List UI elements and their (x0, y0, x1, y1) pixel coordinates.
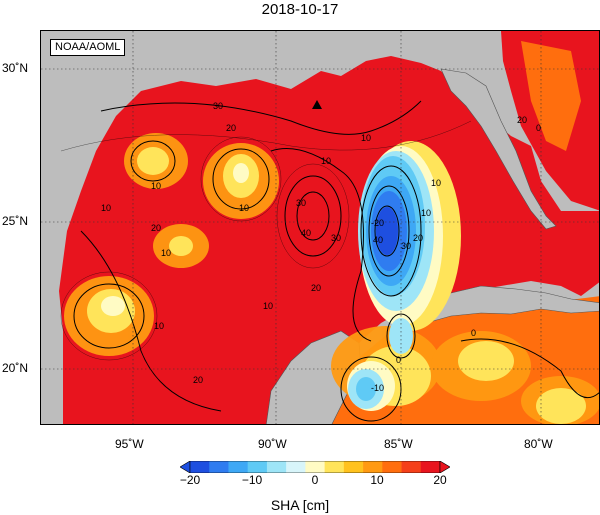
colorbar-cell (305, 461, 325, 473)
colorbar-cell (324, 461, 345, 473)
contour-label: 10 (239, 203, 249, 213)
colorbar-tick: −10 (241, 473, 263, 487)
colorbar-tick: 0 (311, 473, 319, 487)
contour-label: 20 (311, 283, 321, 293)
contour-label: 10 (431, 178, 441, 188)
sha-darkblue-layer (376, 207, 398, 255)
colorbar-cell (420, 461, 441, 473)
colorbar (180, 461, 450, 473)
buoy-marker-icon (312, 100, 322, 109)
contour-label: 10 (321, 156, 331, 166)
colorbar-left-arrow (180, 461, 191, 473)
colorbar-cell (343, 461, 364, 473)
contour-label: 30 (213, 101, 223, 111)
contour-label: 0 (536, 123, 541, 133)
sha-map: 20 30 10 10 10 10 20 30 40 10 20 30 40 1… (41, 31, 599, 424)
gulf-water (59, 56, 599, 424)
contour-label: -20 (371, 218, 384, 228)
colorbar-cell (286, 461, 306, 473)
lon-tick-label: 80˚W (524, 437, 553, 451)
contour-label: 10 (151, 181, 161, 191)
colorbar-tick: −20 (179, 473, 201, 487)
contour-label: 20 (413, 233, 423, 243)
colorbar-cell (209, 461, 229, 473)
colorbar-cells (189, 461, 441, 473)
contour-label: 10 (263, 301, 273, 311)
lon-tick-label: 95˚W (115, 437, 144, 451)
contour-label-group: 20 30 10 10 10 10 20 30 40 10 20 30 40 1… (101, 101, 541, 393)
contour-label: 0 (471, 328, 476, 338)
contour-lines (73, 100, 599, 422)
contour-label: 10 (161, 248, 171, 258)
colorbar-tick: 20 (433, 473, 447, 487)
contour-label: 10 (154, 321, 164, 331)
lon-tick-label: 90˚W (258, 437, 287, 451)
contour-label: 0 (396, 355, 401, 365)
source-label: NOAA/AOML (50, 39, 126, 56)
contour-label: -10 (371, 383, 384, 393)
colorbar-cell (266, 461, 287, 473)
colorbar-right-arrow (439, 461, 450, 473)
lon-tick-label: 85˚W (384, 437, 413, 451)
colorbar-title: SHA [cm] (270, 497, 330, 513)
colorbar-tick: 10 (370, 473, 384, 487)
lat-tick-label: 30˚N (2, 61, 29, 75)
contour-label: 10 (421, 208, 431, 218)
contour-label: 20 (193, 375, 203, 385)
contour-label: 30 (401, 241, 411, 251)
contour-label: 30 (331, 233, 341, 243)
contour-label: 20 (151, 223, 161, 233)
colorbar-cell (363, 461, 383, 473)
contour-label: 30 (296, 198, 306, 208)
florida-land (440, 68, 557, 230)
colorbar-cell (228, 461, 248, 473)
contour-label: 10 (361, 133, 371, 143)
map-title: 2018-10-17 (261, 1, 339, 18)
contour-label: 40 (301, 228, 311, 238)
contour-label: 20 (517, 115, 527, 125)
contour-label: 10 (101, 203, 111, 213)
contour-lines-thin (60, 120, 472, 361)
colorbar-cell (401, 461, 422, 473)
colorbar-cell (382, 461, 402, 473)
contour-label: 40 (373, 235, 383, 245)
lat-tick-label: 25˚N (2, 214, 29, 228)
gridlines (41, 31, 599, 424)
map-panel: 20 30 10 10 10 10 20 30 40 10 20 30 40 1… (40, 30, 600, 425)
colorbar-cell (190, 461, 210, 473)
colorbar-cell (247, 461, 268, 473)
lat-tick-label: 20˚N (2, 361, 29, 375)
contour-label: 20 (226, 123, 236, 133)
atlantic-orange (521, 41, 581, 151)
